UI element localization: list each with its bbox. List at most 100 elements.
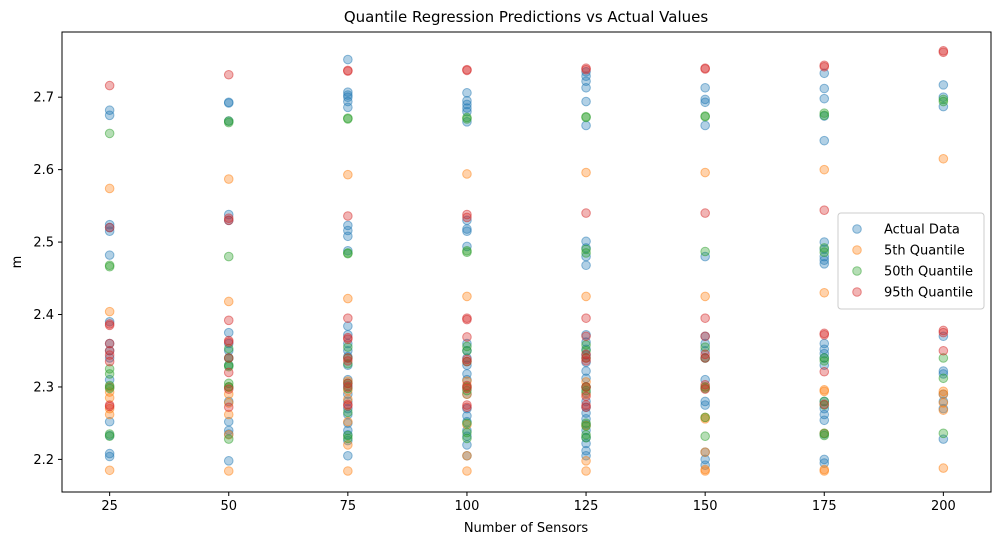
data-point: [223, 174, 234, 184]
data-point: [581, 208, 591, 218]
data-point: [819, 330, 830, 340]
data-point: [700, 400, 710, 410]
data-point: [223, 215, 234, 226]
data-point: [581, 96, 591, 107]
data-point: [819, 287, 830, 298]
data-point: [819, 83, 830, 94]
data-point: [938, 463, 949, 473]
data-point: [581, 353, 591, 363]
data-point: [343, 87, 353, 97]
plot-frame: [61, 31, 992, 493]
data-point: [700, 345, 710, 356]
data-point: [104, 128, 115, 139]
data-point: [581, 391, 591, 402]
data-point: [700, 342, 710, 352]
legend: Actual Data 5th Quantile 50th Quantile 95th…: [837, 212, 985, 310]
data-point: [343, 466, 353, 476]
data-point: [343, 356, 353, 366]
data-point: [938, 389, 949, 400]
data-point: [581, 400, 591, 410]
legend-label: 50th Quantile: [884, 265, 973, 280]
data-point: [223, 434, 234, 444]
data-point: [104, 465, 115, 476]
data-point: [223, 337, 234, 347]
data-point: [104, 429, 115, 439]
legend-marker: [852, 287, 862, 297]
data-point: [343, 353, 353, 363]
data-point: [343, 440, 353, 450]
x-tick-label: 175: [812, 499, 837, 514]
data-point: [223, 117, 234, 128]
data-point: [462, 314, 472, 325]
y-axis-label: m: [10, 256, 25, 269]
data-point: [819, 255, 830, 265]
data-point: [223, 327, 234, 338]
data-point: [938, 325, 949, 336]
data-point: [581, 456, 591, 466]
data-point: [343, 313, 353, 323]
data-point: [581, 236, 591, 247]
data-point: [462, 209, 472, 220]
data-point: [819, 458, 830, 468]
data-point: [581, 313, 591, 323]
data-point: [104, 316, 115, 327]
data-point: [819, 428, 830, 439]
data-point: [938, 373, 949, 384]
data-point: [938, 345, 949, 356]
data-point: [581, 432, 591, 443]
data-point: [462, 338, 472, 349]
data-point: [223, 402, 234, 413]
data-point: [104, 250, 115, 260]
data-point: [104, 369, 115, 379]
data-point: [343, 231, 353, 242]
data-point: [343, 102, 353, 113]
data-point: [819, 356, 830, 366]
x-tick-label: 100: [455, 499, 480, 514]
data-point: [223, 466, 234, 476]
data-point: [819, 454, 830, 465]
data-point: [343, 407, 353, 418]
data-point: [700, 431, 710, 442]
y-tick-label: 2.3: [33, 380, 54, 395]
data-point: [223, 409, 234, 420]
data-point: [343, 382, 353, 392]
data-point: [223, 367, 234, 378]
data-point: [104, 110, 115, 121]
data-point: [581, 382, 591, 392]
plot-area: [104, 46, 949, 476]
data-point: [104, 105, 115, 116]
data-point: [819, 247, 830, 258]
data-point: [700, 120, 710, 131]
data-point: [343, 293, 353, 304]
data-point: [581, 421, 591, 431]
data-point: [700, 82, 710, 93]
data-point: [462, 226, 472, 237]
data-point: [700, 412, 710, 423]
data-point: [819, 108, 830, 118]
data-point: [819, 430, 830, 441]
data-point: [462, 385, 472, 396]
data-point: [343, 248, 353, 259]
data-point: [462, 291, 472, 302]
data-point: [700, 384, 710, 394]
data-point: [581, 112, 591, 123]
data-point: [104, 364, 115, 374]
data-point: [223, 382, 234, 392]
data-point: [104, 409, 115, 420]
data-point: [104, 222, 115, 233]
data-point: [104, 448, 115, 459]
data-point: [223, 213, 234, 223]
data-point: [819, 164, 830, 175]
data-point: [581, 345, 591, 356]
data-point: [700, 466, 710, 476]
data-point: [819, 399, 830, 410]
legend-label: 5th Quantile: [884, 244, 965, 259]
data-point: [462, 345, 472, 356]
data-point: [938, 94, 949, 105]
data-point: [104, 350, 115, 360]
data-point: [343, 54, 353, 65]
data-point: [700, 353, 710, 363]
data-point: [938, 47, 949, 58]
data-point: [700, 167, 710, 178]
